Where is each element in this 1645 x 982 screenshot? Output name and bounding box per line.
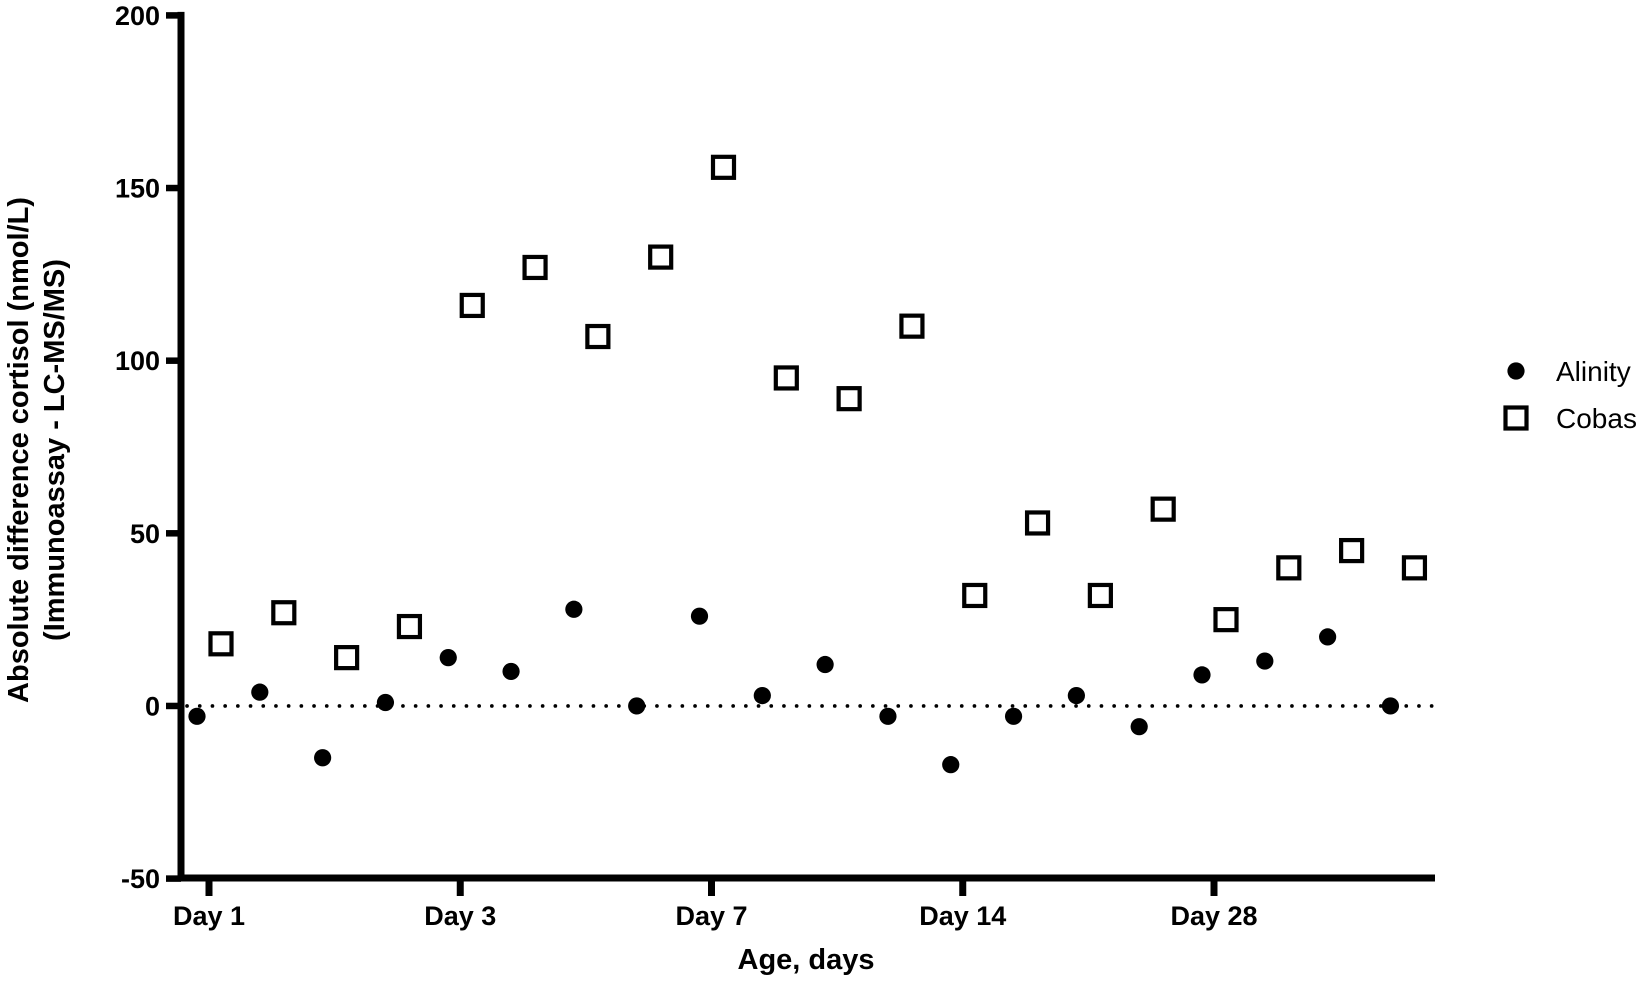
data-point-alinity: [1130, 718, 1148, 736]
data-point-cobas: [710, 154, 737, 180]
data-point-cobas: [334, 645, 360, 671]
data-point-alinity: [1004, 707, 1023, 725]
data-point-alinity: [879, 707, 897, 725]
data-point-alinity: [376, 693, 395, 712]
y-axis-title-line1: Absolute difference cortisol (nmol/L): [3, 197, 35, 703]
x-tick-label: Day 14: [919, 901, 1006, 931]
data-point-alinity: [628, 697, 646, 715]
data-point-alinity: [753, 687, 771, 705]
x-tick-label: Day 3: [424, 901, 496, 931]
data-point-alinity: [502, 662, 520, 681]
data-point-cobas: [1339, 537, 1365, 564]
x-axis-title: Age, days: [738, 944, 875, 976]
data-point-alinity: [251, 683, 269, 701]
data-points-group: [188, 154, 1428, 774]
legend-open-square-icon: [1503, 405, 1529, 431]
data-point-cobas: [836, 386, 862, 412]
data-point-cobas: [899, 313, 925, 339]
legend: Alinity Cobas: [1503, 356, 1637, 434]
y-tick-label: 200: [115, 1, 160, 31]
data-point-cobas: [522, 254, 548, 281]
legend-label-alinity: Alinity: [1556, 356, 1631, 387]
data-point-cobas: [962, 582, 988, 609]
data-point-cobas: [1276, 555, 1302, 581]
data-point-cobas: [459, 292, 485, 319]
data-point-alinity: [1319, 628, 1337, 646]
axes-group: [177, 11, 1435, 882]
x-axis-ticks-group: Day 1 Day 3 Day 7 Day 14 Day 28: [173, 878, 1258, 931]
data-point-alinity: [188, 707, 206, 725]
legend-filled-circle-icon: [1507, 362, 1525, 380]
data-point-cobas: [585, 323, 611, 350]
data-point-alinity: [816, 655, 834, 674]
data-point-alinity: [1256, 652, 1274, 670]
legend-label-cobas: Cobas: [1556, 403, 1637, 434]
data-point-alinity: [1193, 666, 1211, 684]
data-point-alinity: [565, 600, 583, 618]
y-axis-title-line2: (Immunoassay - LC-MS/MS): [39, 259, 71, 641]
y-tick-label: 0: [145, 691, 160, 721]
data-point-cobas: [1213, 607, 1239, 633]
data-point-cobas: [1087, 582, 1113, 609]
data-point-alinity: [314, 749, 332, 767]
data-point-cobas: [396, 613, 423, 640]
data-point-alinity: [942, 756, 960, 774]
y-tick-label: -50: [121, 864, 160, 894]
y-tick-label: 100: [115, 346, 160, 376]
data-point-alinity: [690, 607, 709, 625]
data-point-alinity: [1381, 697, 1400, 715]
data-point-cobas: [648, 244, 674, 270]
x-tick-label: Day 7: [675, 901, 747, 931]
y-axis-ticks-group: -50 0 50 100 150 200: [115, 1, 181, 894]
data-point-cobas: [1401, 555, 1428, 581]
data-point-cobas: [271, 600, 297, 626]
data-point-alinity: [1067, 687, 1085, 705]
x-tick-label: Day 1: [173, 901, 245, 931]
y-tick-label: 50: [130, 519, 160, 549]
data-point-alinity: [439, 649, 457, 667]
data-point-cobas: [1150, 496, 1176, 522]
data-point-cobas: [1024, 510, 1051, 536]
y-tick-label: 150: [115, 174, 160, 204]
x-tick-label: Day 28: [1170, 901, 1257, 931]
data-point-cobas: [208, 631, 234, 657]
data-point-cobas: [773, 365, 799, 391]
